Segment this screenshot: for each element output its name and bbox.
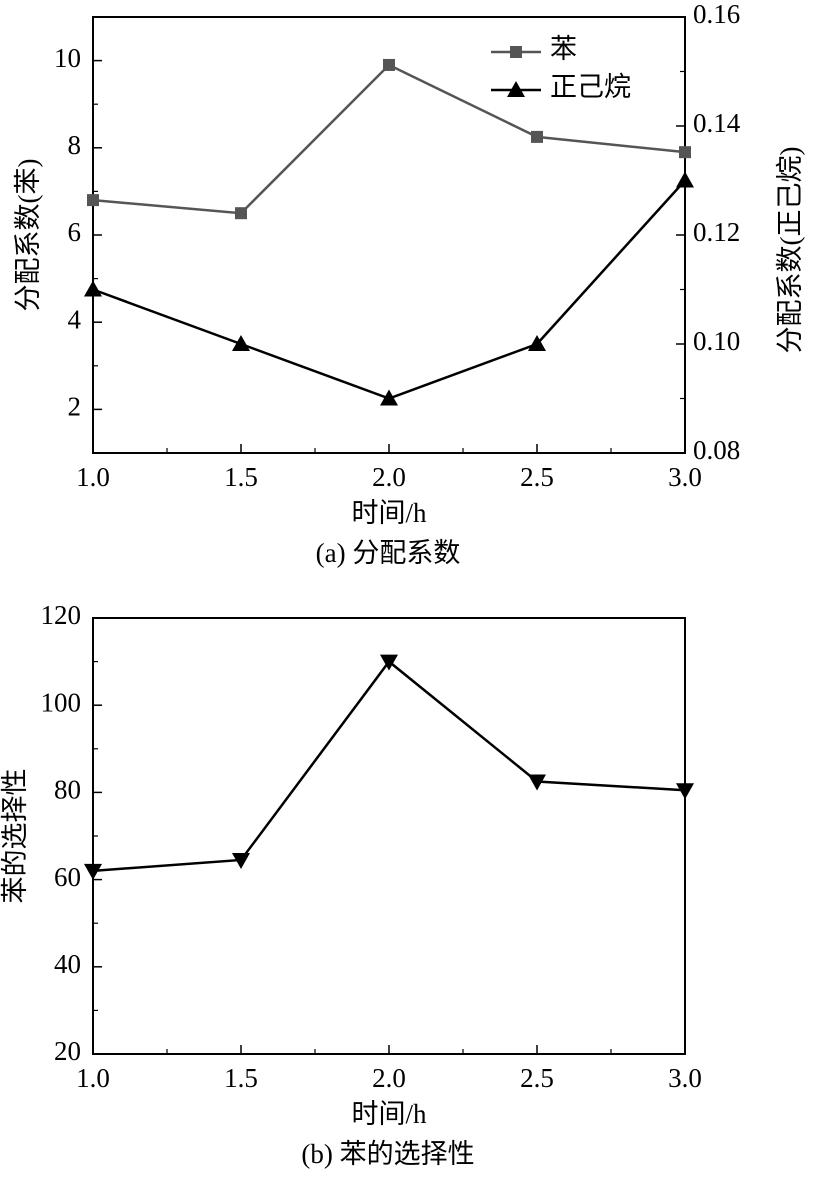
y-right-tick-label-a: 0.16	[693, 0, 740, 29]
data-point-selectivity	[232, 852, 250, 869]
y-right-tick-label-a: 0.08	[693, 435, 740, 465]
chart-b: 1.0 1.5 2.0 2.5 3.0 20 40 60 80 100 120 时间/h 苯的选择性 (b…	[0, 600, 702, 1169]
x-tick-label-a: 2.0	[372, 462, 406, 492]
x-tick-label-a: 3.0	[668, 462, 702, 492]
legend-item-benzene: 苯	[491, 34, 577, 64]
y-tick-label-b: 100	[41, 687, 82, 717]
y-tick-label-b: 120	[41, 600, 82, 630]
caption-b: (b) 苯的选择性	[301, 1139, 474, 1169]
y-left-tick-label-a: 8	[68, 130, 82, 160]
data-point-hexane	[380, 389, 398, 406]
data-point-benzene	[383, 58, 395, 71]
y-tick-label-b: 20	[54, 1036, 81, 1066]
caption-a: (a) 分配系数	[316, 538, 461, 568]
y-right-tick-label-a: 0.14	[693, 108, 741, 138]
x-tick-label-b: 1.0	[76, 1063, 110, 1093]
data-point-benzene	[531, 130, 543, 143]
data-point-benzene	[87, 194, 99, 207]
y-tick-label-b: 40	[54, 949, 81, 979]
y-left-tick-label-a: 6	[68, 217, 82, 247]
data-point-benzene	[679, 146, 691, 159]
data-point-hexane	[528, 335, 546, 351]
x-tick-label-b: 2.0	[372, 1063, 406, 1093]
y-left-axis-title-a: 分配系数(苯)	[13, 159, 43, 312]
x-axis-title-b: 时间/h	[351, 1099, 427, 1129]
x-tick-label-a: 2.5	[520, 462, 554, 492]
legend-marker	[507, 81, 525, 97]
x-tick-label-b: 3.0	[668, 1063, 702, 1093]
legend-item-hexane: 正己烷	[491, 72, 631, 102]
data-point-hexane	[84, 280, 102, 297]
y-right-tick-label-a: 0.12	[693, 217, 740, 247]
y-left-tick-label-a: 4	[68, 304, 82, 334]
y-tick-label-b: 60	[54, 862, 81, 892]
y-right-tick-label-a: 0.10	[693, 326, 740, 356]
data-point-selectivity	[676, 783, 694, 800]
plot-frame-b	[92, 617, 686, 1055]
chart-a: 1.0 1.5 2.0 2.5 3.0 2 4 6 8 10 0.08 0.10 0.12 0.14 0.1…	[13, 0, 805, 568]
legend-label: 正己烷	[550, 72, 631, 102]
data-point-hexane	[676, 171, 694, 188]
series-line-selectivity	[92, 659, 686, 873]
x-axis-title-a: 时间/h	[351, 498, 427, 528]
data-point-selectivity	[528, 774, 546, 791]
data-point-selectivity	[84, 863, 102, 880]
data-point-selectivity	[380, 654, 398, 671]
x-tick-label-a: 1.5	[224, 462, 258, 492]
legend-label: 苯	[550, 34, 577, 64]
y-tick-label-b: 80	[54, 775, 81, 805]
legend-marker	[510, 46, 522, 58]
data-point-hexane	[232, 335, 250, 351]
x-tick-label-b: 1.5	[224, 1063, 258, 1093]
y-axis-title-b: 苯的选择性	[0, 769, 30, 904]
y-left-tick-label-a: 2	[68, 392, 82, 422]
data-point-benzene	[235, 207, 247, 220]
x-tick-label-a: 1.0	[76, 462, 110, 492]
series-line-hexane	[92, 179, 686, 400]
x-tick-label-b: 2.5	[520, 1063, 554, 1093]
y-left-tick-label-a: 10	[54, 43, 81, 73]
y-right-axis-title-a: 分配系数(正己烷)	[775, 147, 805, 354]
